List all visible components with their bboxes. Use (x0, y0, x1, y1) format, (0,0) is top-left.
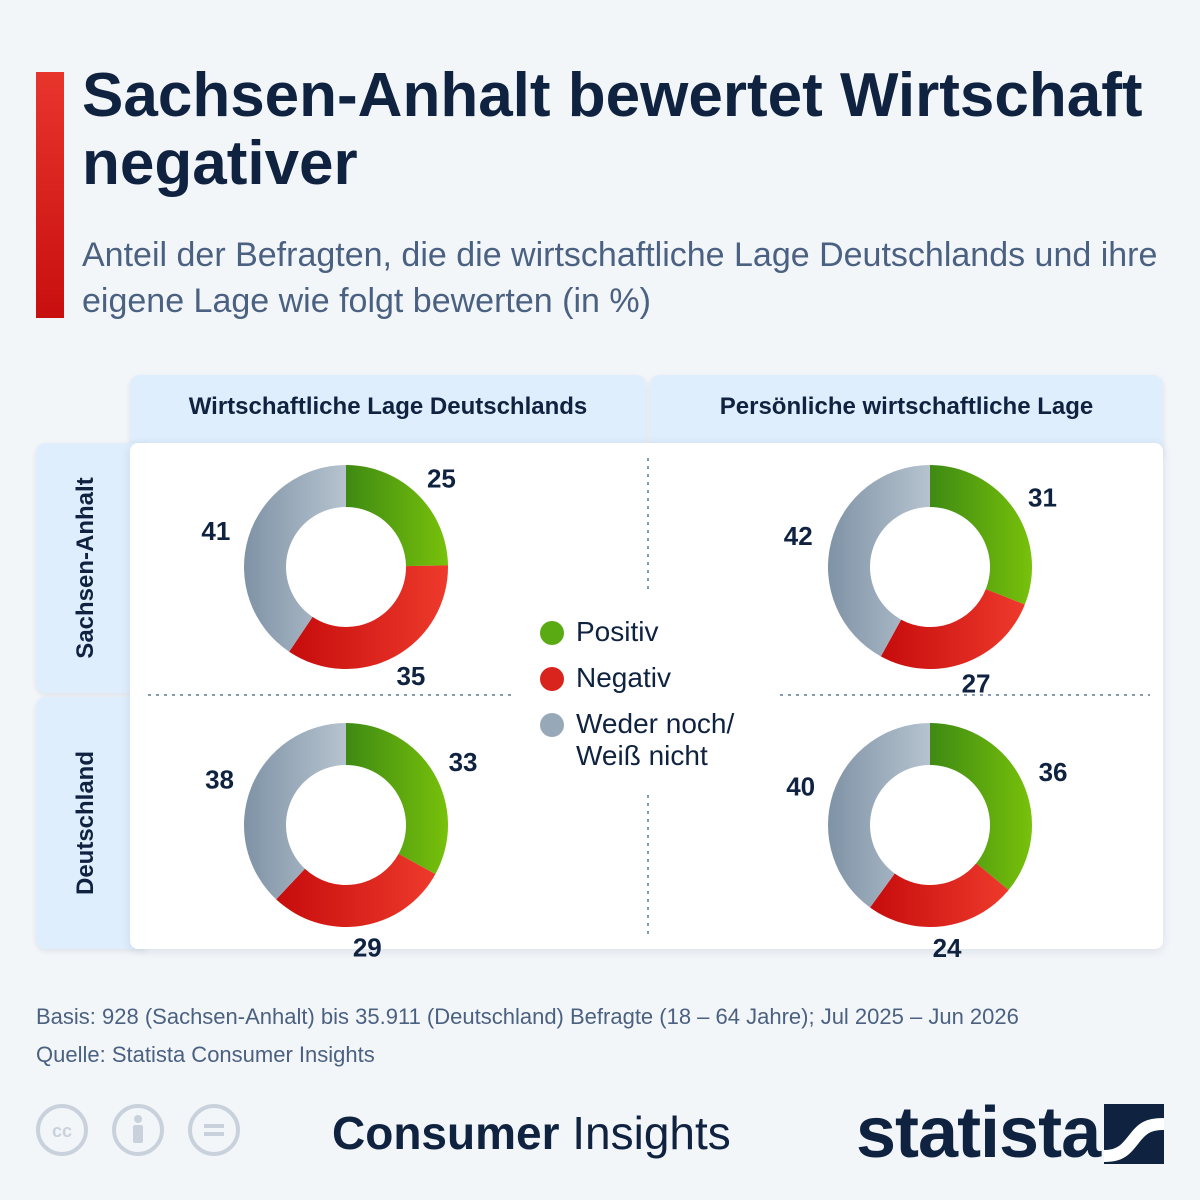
legend-dot-positive (540, 621, 564, 645)
row-header-sachsen-anhalt: Sachsen-Anhalt (36, 443, 146, 693)
column-header-economy: Wirtschaftliche Lage Deutschlands (130, 375, 646, 455)
accent-bar (36, 72, 64, 318)
data-label-negative: 27 (962, 669, 991, 699)
donut-chart-2: 31 27 42 (784, 465, 1057, 699)
legend: Positiv Negativ Weder noch/ Weiß nicht (540, 616, 780, 786)
column-header-personal: Persönliche wirtschaftliche Lage (650, 375, 1163, 455)
legend-item-positive: Positiv (540, 616, 780, 648)
no-derivatives-icon[interactable] (188, 1104, 240, 1156)
page-subtitle: Anteil der Befragten, die die wirtschaft… (82, 236, 1158, 320)
data-label-neutral: 38 (205, 764, 234, 794)
legend-item-neutral: Weder noch/ Weiß nicht (540, 708, 780, 772)
data-label-positive: 25 (427, 464, 456, 494)
basis-note: Basis: 928 (Sachsen-Anhalt) bis 35.911 (… (36, 1004, 1019, 1029)
svg-text:cc: cc (52, 1121, 72, 1141)
legend-label-neutral: Weder noch/ Weiß nicht (576, 708, 735, 771)
page-title: Sachsen-Anhalt bewertet Wirtschaft negat… (82, 61, 1143, 198)
brand-insights: Insights (559, 1107, 731, 1159)
footnotes: Basis: 928 (Sachsen-Anhalt) bis 35.911 (… (36, 998, 1166, 1074)
grid-dividers (148, 458, 1150, 935)
legend-dot-neutral (540, 713, 564, 737)
legend-label-positive: Positiv (576, 616, 659, 647)
data-label-neutral: 41 (201, 516, 230, 546)
data-label-negative: 29 (353, 932, 382, 962)
statista-wordmark[interactable]: statista (856, 1093, 1101, 1173)
statista-logo-icon[interactable] (1104, 1104, 1164, 1164)
brand-consumer: Consumer (332, 1107, 560, 1159)
donut-slice-negative (276, 853, 436, 928)
cc-icon[interactable]: cc (36, 1104, 88, 1156)
donut-chart-4: 36 24 40 (786, 723, 1068, 963)
data-label-positive: 36 (1039, 757, 1068, 787)
donut-slice-positive (930, 465, 1032, 605)
data-label-negative: 35 (396, 661, 425, 691)
legend-label-negative: Negativ (576, 662, 671, 693)
donut-slice-neutral (243, 465, 346, 652)
license-icons: cc (36, 1104, 246, 1160)
donut-slice-negative (870, 863, 1009, 927)
consumer-insights-brand: Consumer Insights (332, 1106, 731, 1160)
donut-slice-negative (880, 589, 1025, 669)
attribution-icon[interactable] (112, 1104, 164, 1156)
legend-item-negative: Negativ (540, 662, 780, 694)
donut-chart-1: 25 35 41 (201, 464, 455, 691)
row-header-deutschland: Deutschland (36, 697, 146, 949)
data-label-neutral: 40 (786, 772, 815, 802)
donut-slice-neutral (243, 723, 346, 900)
data-label-negative: 24 (933, 933, 962, 963)
source-note: Quelle: Statista Consumer Insights (36, 1042, 375, 1067)
donut-slice-neutral (827, 465, 930, 657)
legend-dot-negative (540, 667, 564, 691)
donut-slice-positive (346, 723, 448, 875)
donut-slice-positive (930, 723, 1032, 891)
donut-slice-positive (346, 465, 448, 567)
donut-slice-negative (289, 565, 448, 670)
donut-chart-3: 33 29 38 (205, 723, 478, 962)
data-label-neutral: 42 (784, 521, 813, 551)
data-label-positive: 33 (449, 747, 478, 777)
donut-slice-neutral (828, 723, 930, 908)
data-label-positive: 31 (1028, 482, 1057, 512)
